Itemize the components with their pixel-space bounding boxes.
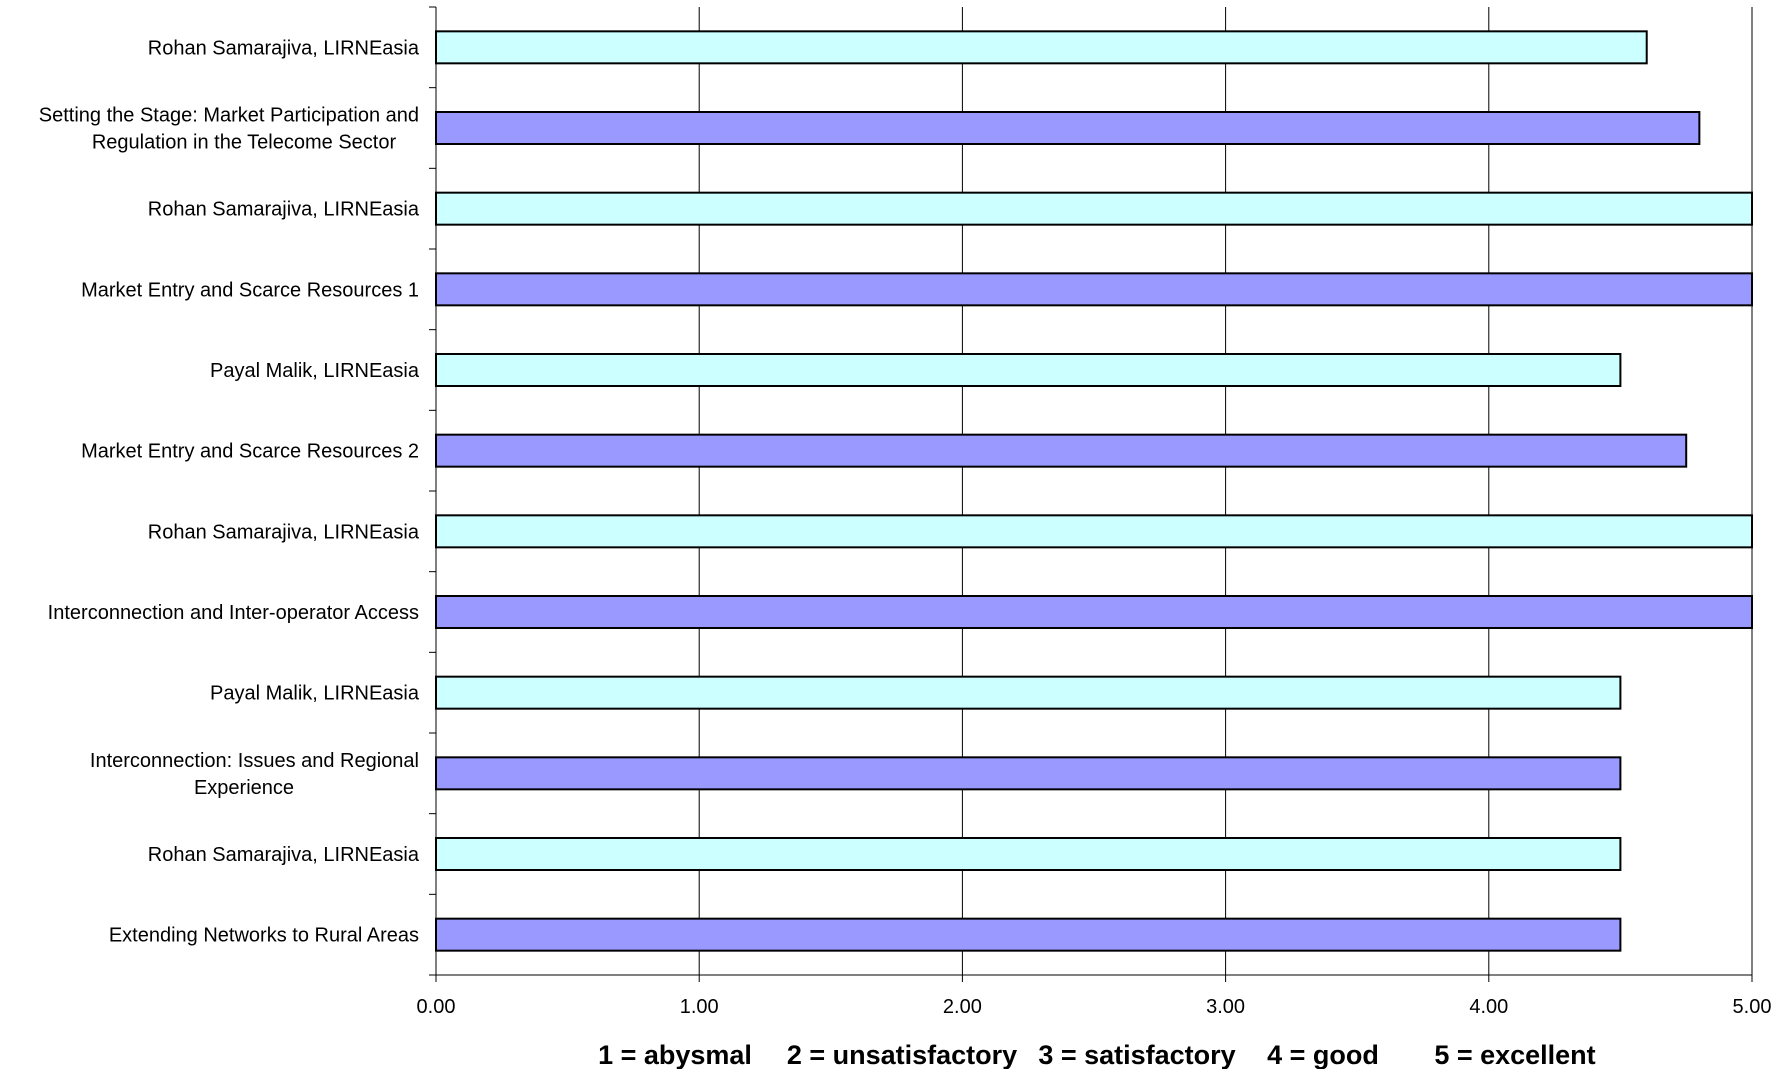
category-label: Rohan Samarajiva, LIRNEasia bbox=[148, 844, 420, 866]
scale-note-item: 5 = excellent bbox=[1434, 1040, 1595, 1069]
category-label: Market Entry and Scarce Resources 1 bbox=[81, 279, 419, 301]
category-label: Experience bbox=[194, 777, 294, 799]
bars bbox=[435, 30, 1753, 952]
bar-session bbox=[435, 756, 1622, 791]
bar-speaker bbox=[435, 353, 1622, 387]
bar-session bbox=[435, 111, 1701, 145]
category-label: Payal Malik, LIRNEasia bbox=[210, 683, 420, 705]
x-tick-labels: 0.00 1.00 2.00 3.00 4.00 5.00 bbox=[417, 996, 1772, 1018]
bar-speaker bbox=[435, 514, 1753, 549]
x-tick-label: 2.00 bbox=[943, 996, 982, 1018]
scale-note-item: 1 = abysmal bbox=[598, 1040, 752, 1069]
bar-session bbox=[435, 917, 1622, 952]
bar-speaker bbox=[435, 191, 1753, 226]
category-label: Rohan Samarajiva, LIRNEasia bbox=[148, 199, 420, 221]
x-tick-label: 5.00 bbox=[1733, 996, 1772, 1018]
bar-session bbox=[435, 272, 1753, 307]
category-label: Market Entry and Scarce Resources 2 bbox=[81, 441, 419, 463]
category-label: Regulation in the Telecome Sector bbox=[92, 132, 397, 154]
x-tick-label: 0.00 bbox=[417, 996, 456, 1018]
category-label: Extending Networks to Rural Areas bbox=[109, 925, 419, 947]
scale-note-item: 4 = good bbox=[1267, 1040, 1379, 1069]
category-label: Rohan Samarajiva, LIRNEasia bbox=[148, 521, 420, 543]
x-tick-label: 4.00 bbox=[1469, 996, 1508, 1018]
bar-session bbox=[435, 433, 1688, 468]
scale-note-item: 3 = satisfactory bbox=[1038, 1040, 1235, 1069]
bar-speaker bbox=[435, 837, 1622, 871]
x-tick-label: 3.00 bbox=[1206, 996, 1245, 1018]
category-labels: Rohan Samarajiva, LIRNEasia Setting the S… bbox=[39, 37, 420, 946]
category-label: Payal Malik, LIRNEasia bbox=[210, 360, 420, 382]
bar-speaker bbox=[435, 30, 1648, 65]
axes bbox=[429, 6, 1753, 982]
scale-note-item: 2 = unsatisfactory bbox=[787, 1040, 1017, 1069]
category-label: Rohan Samarajiva, LIRNEasia bbox=[148, 37, 420, 59]
rating-scale-legend: 1 = abysmal 2 = unsatisfactory 3 = satisfa… bbox=[598, 1040, 1596, 1069]
category-label: Interconnection: Issues and Regional bbox=[90, 750, 419, 772]
category-label: Setting the Stage: Market Participation … bbox=[39, 105, 419, 127]
category-label: Interconnection and Inter-operator Acces… bbox=[48, 602, 419, 624]
gridlines bbox=[698, 7, 1753, 975]
bar-session bbox=[435, 595, 1753, 629]
bar-speaker bbox=[435, 675, 1622, 710]
x-tick-label: 1.00 bbox=[680, 996, 719, 1018]
